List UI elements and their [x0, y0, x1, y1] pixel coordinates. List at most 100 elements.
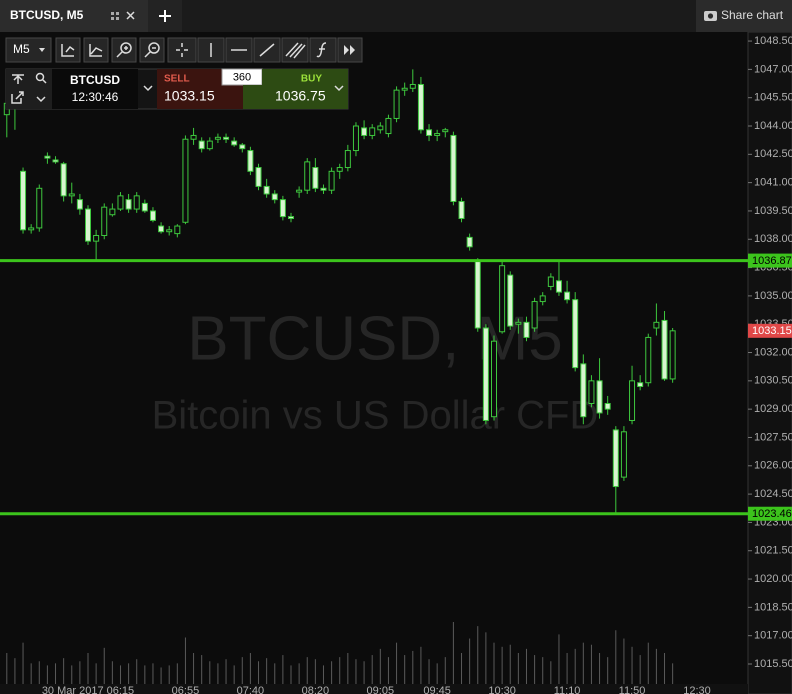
volume-bar [176, 663, 178, 684]
candle-body [588, 380, 595, 404]
y-tick-label: 1018.50 [754, 601, 792, 613]
candle-body [263, 185, 270, 195]
candle-body [369, 127, 376, 136]
candle-body [555, 280, 562, 293]
volume-bar [655, 648, 657, 684]
chevron[interactable] [143, 85, 153, 92]
watermark: BTCUSD, M5 Bitcoin vs US Dollar CFD [152, 304, 599, 437]
x-tick-label: 09:05 [367, 685, 395, 694]
buy-price: 1036.75 [275, 88, 326, 104]
tab-grid-icon[interactable] [111, 12, 119, 20]
volume-bar [452, 622, 454, 684]
buy-button-lower[interactable] [243, 85, 348, 109]
candle-body [279, 199, 286, 218]
candle-body [166, 229, 173, 233]
plus-icon [159, 10, 171, 22]
volume-bar [355, 659, 357, 684]
channel[interactable] [281, 37, 309, 63]
volume-bar [664, 653, 666, 684]
axis-labels: 1048.50 1047.00 1045.50 1044.00 1042.50 1041.… [748, 35, 792, 670]
watermark-subtitle: Bitcoin vs US Dollar CFD [152, 394, 599, 438]
volume-bar [111, 661, 113, 684]
y-tick-label: 1041.00 [754, 177, 792, 189]
plot [3, 69, 676, 684]
popout-button[interactable] [6, 89, 30, 109]
candle-body [117, 195, 124, 210]
candle-body [52, 159, 59, 163]
zoom-in[interactable] [111, 37, 137, 63]
volume-bar [461, 653, 463, 684]
volume-bar [485, 632, 487, 684]
tab[interactable] [0, 0, 148, 32]
candle-body [288, 216, 294, 220]
candle-body [450, 134, 457, 203]
candle-body [190, 134, 197, 140]
candle-body [572, 299, 579, 369]
volume-bar [160, 667, 162, 684]
sell-label: SELL [164, 74, 190, 85]
level-box [748, 253, 792, 268]
y-tick-label: 1039.50 [754, 205, 792, 217]
candle-body [393, 89, 400, 119]
volume-bar [428, 659, 430, 684]
volume-bar [444, 657, 446, 684]
volume-bar [599, 653, 601, 684]
volume-bar [46, 665, 48, 684]
search-button[interactable] [30, 69, 52, 89]
volume-bar [128, 663, 130, 684]
volume-bar [331, 661, 333, 684]
sell-price: 1033.15 [164, 88, 215, 104]
candle-body [434, 133, 441, 136]
volume-bar [225, 659, 227, 684]
volume-bar [30, 663, 32, 684]
share-label: Share chart [721, 8, 784, 22]
buy-button[interactable] [262, 69, 348, 85]
symbol: BTCUSD [70, 73, 120, 87]
volume-bar [631, 646, 633, 684]
candle-body [271, 193, 278, 201]
candle-body [580, 363, 587, 418]
candle-body [214, 136, 221, 140]
candle-body [669, 330, 676, 380]
volume-bar [339, 657, 341, 684]
overlays: 1036.87 1023.46 1033.15 [0, 253, 792, 521]
volume-bar [607, 657, 609, 684]
volume-bar [258, 661, 260, 684]
candle-body [661, 319, 668, 380]
volume-bar [201, 655, 203, 684]
menu-button[interactable] [30, 89, 52, 109]
tool-button[interactable] [83, 37, 109, 63]
volume-bar [22, 642, 24, 684]
candle-body [312, 167, 319, 189]
volume-bar [314, 659, 316, 684]
candle-body [629, 380, 636, 421]
candle-body [637, 382, 644, 388]
tab-close[interactable] [126, 11, 135, 20]
crosshair[interactable] [167, 37, 197, 63]
volume-bar [217, 663, 219, 684]
level-box [748, 506, 792, 521]
x-tick-label: 12:30 [683, 685, 711, 694]
candle-body [417, 83, 424, 131]
indicators[interactable] [309, 37, 337, 63]
chevron[interactable] [334, 85, 344, 92]
volume-bar [672, 663, 674, 684]
zoom-out[interactable] [139, 37, 165, 63]
candle-body [531, 301, 538, 329]
y-tick-label: 1038.00 [754, 233, 792, 245]
candle-body [109, 208, 116, 216]
candle-body [76, 199, 83, 210]
toolbar: M5 [5, 37, 363, 63]
candle-body [612, 429, 619, 488]
volume-bar [152, 663, 154, 684]
x-tick-label: 11:10 [554, 685, 581, 694]
candle-body [149, 210, 156, 221]
timeframe: M5 [13, 42, 30, 56]
volume-bar [371, 655, 373, 684]
volume-bar [38, 661, 40, 684]
volume-bar [322, 665, 324, 684]
candle-body [20, 170, 27, 231]
watermark-title: BTCUSD, M5 [187, 304, 562, 373]
symbol-box [52, 69, 138, 109]
